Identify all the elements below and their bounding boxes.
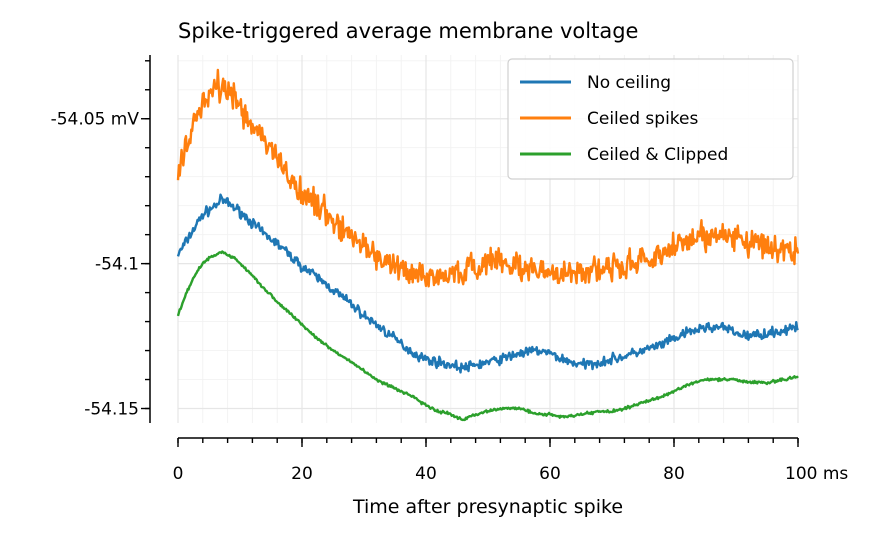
axes: -54.05 mV -54.1 -54.15 0 20 40 60 80 100 ms xyxy=(51,55,848,484)
series-line-2 xyxy=(176,250,799,422)
x-tick-label: 60 xyxy=(539,464,561,484)
y-tick-label: -54.1 xyxy=(95,255,139,275)
series-line-1 xyxy=(176,68,800,288)
x-tick-label: 20 xyxy=(291,464,313,484)
x-tick-label: 100 ms xyxy=(785,464,848,484)
legend-label: Ceiled & Clipped xyxy=(587,145,728,165)
legend: No ceiling Ceiled spikes Ceiled & Clipped xyxy=(507,58,794,180)
x-tick-label: 0 xyxy=(173,464,184,484)
x-tick-label: 80 xyxy=(663,464,685,484)
series-line-0 xyxy=(176,193,800,374)
y-tick-label: -54.15 xyxy=(84,400,139,420)
x-axis-label: Time after presynaptic spike xyxy=(352,496,623,518)
legend-label: Ceiled spikes xyxy=(587,109,698,129)
legend-box xyxy=(507,58,794,180)
y-tick-label: -54.05 mV xyxy=(51,110,140,130)
legend-label: No ceiling xyxy=(587,73,671,93)
chart-title: Spike-triggered average membrane voltage xyxy=(178,19,638,43)
series-layer xyxy=(176,68,800,422)
x-tick-label: 40 xyxy=(415,464,437,484)
